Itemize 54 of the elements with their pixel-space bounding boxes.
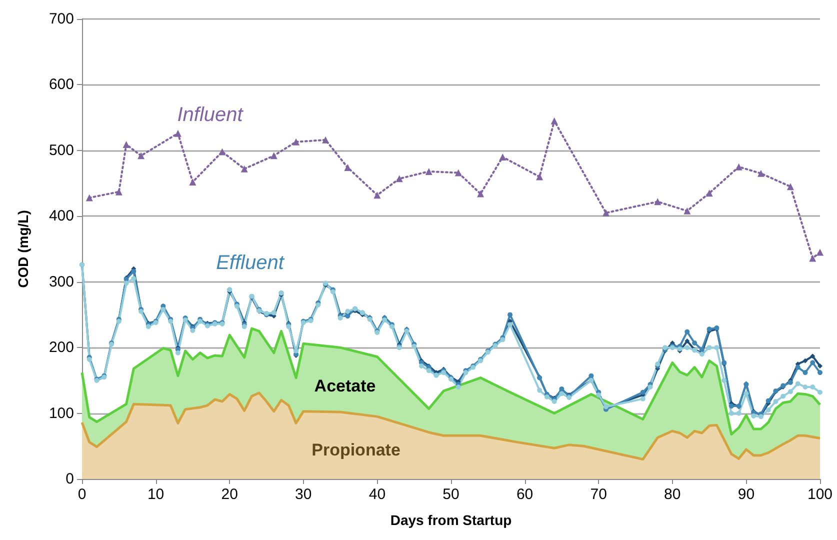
- point: [499, 154, 506, 160]
- point: [602, 209, 610, 216]
- point: [270, 152, 278, 160]
- point: [115, 188, 122, 196]
- point: [536, 173, 544, 180]
- series-label: Effluent: [216, 252, 286, 274]
- y-tick-label: 700: [48, 10, 74, 28]
- point: [322, 136, 330, 144]
- point: [684, 207, 691, 214]
- point: [477, 190, 484, 198]
- point: [344, 164, 352, 172]
- point: [809, 254, 816, 262]
- point: [425, 168, 432, 175]
- point: [138, 152, 145, 160]
- x-tick-label: 0: [78, 486, 86, 503]
- x-tick-label: 20: [221, 486, 238, 503]
- x-tick-label: 90: [738, 486, 755, 503]
- point: [786, 183, 794, 190]
- point: [292, 138, 300, 146]
- point: [374, 192, 381, 199]
- point: [706, 190, 713, 197]
- point: [174, 130, 182, 137]
- y-axis-title: COD (mg/L): [15, 210, 31, 288]
- x-tick-label: 70: [590, 486, 607, 503]
- point: [735, 163, 742, 170]
- point: [122, 141, 130, 148]
- point: [550, 117, 558, 124]
- point: [454, 169, 462, 176]
- y-tick-label: 200: [48, 339, 74, 356]
- x-tick-label: 30: [295, 486, 312, 503]
- point: [218, 148, 226, 156]
- series-label: Propionate: [312, 440, 400, 460]
- point: [86, 194, 93, 202]
- series-label: Acetate: [314, 376, 376, 396]
- y-tick-label: 600: [48, 76, 74, 94]
- point: [189, 178, 196, 186]
- point: [757, 170, 764, 177]
- series-label: Influent: [177, 104, 244, 126]
- y-tick-label: 100: [48, 404, 74, 422]
- y-tick-label: 300: [48, 273, 74, 290]
- y-tick-label: 0: [66, 470, 74, 488]
- x-tick-label: 80: [664, 486, 681, 503]
- x-tick-label: 60: [516, 486, 534, 503]
- point: [654, 198, 662, 206]
- point: [240, 165, 248, 172]
- x-tick-label: 40: [368, 486, 386, 503]
- x-tick-label: 100: [807, 486, 833, 503]
- x-tick-label: 10: [147, 486, 164, 503]
- x-tick-label: 50: [442, 486, 460, 503]
- point: [396, 175, 403, 182]
- x-axis-title: Days from Startup: [390, 512, 512, 528]
- y-tick-label: 500: [48, 142, 74, 159]
- y-tick-label: 400: [48, 208, 74, 225]
- point: [816, 248, 824, 256]
